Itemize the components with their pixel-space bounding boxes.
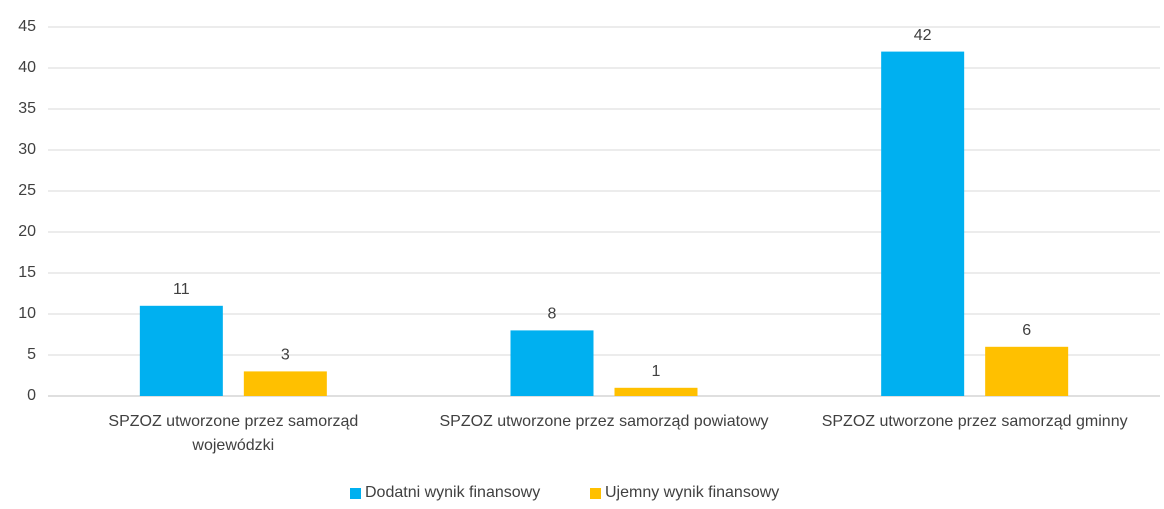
y-tick-label: 40: [18, 59, 36, 76]
y-tick-label: 25: [18, 182, 36, 199]
bar: [510, 330, 594, 396]
legend-swatch: [590, 487, 601, 499]
bar: [243, 371, 327, 396]
bar: [614, 387, 698, 396]
data-label: 11: [173, 281, 190, 298]
bar: [881, 51, 965, 396]
legend-item: Dodatni wynik finansowy: [350, 484, 540, 502]
y-tick-label: 15: [18, 264, 36, 281]
y-tick-label: 0: [27, 387, 36, 404]
y-tick-label: 35: [18, 100, 36, 117]
legend-label: Dodatni wynik finansowy: [365, 484, 541, 501]
legend-item: Ujemny wynik finansowy: [590, 484, 779, 502]
legend-label: Ujemny wynik finansowy: [605, 484, 780, 501]
data-label: 3: [281, 347, 290, 364]
legend-swatch: [350, 487, 361, 499]
y-tick-label: 5: [27, 346, 36, 363]
y-tick-label: 20: [18, 223, 36, 240]
data-label: 6: [1022, 322, 1031, 339]
data-label: 42: [914, 27, 932, 44]
x-tick-label: SPZOZ utworzone przez samorząd gminny: [821, 413, 1128, 430]
y-tick-label: 30: [18, 141, 36, 158]
data-label: 1: [652, 363, 661, 380]
x-tick-label: SPZOZ utworzone przez samorząd wojewódzk…: [108, 413, 359, 454]
data-label: 8: [548, 306, 557, 323]
x-tick-label: SPZOZ utworzone przez samorząd powiatowy: [439, 413, 769, 430]
bar: [985, 346, 1069, 396]
y-tick-label: 45: [18, 18, 36, 35]
y-tick-label: 10: [18, 305, 36, 322]
bar: [139, 305, 223, 396]
